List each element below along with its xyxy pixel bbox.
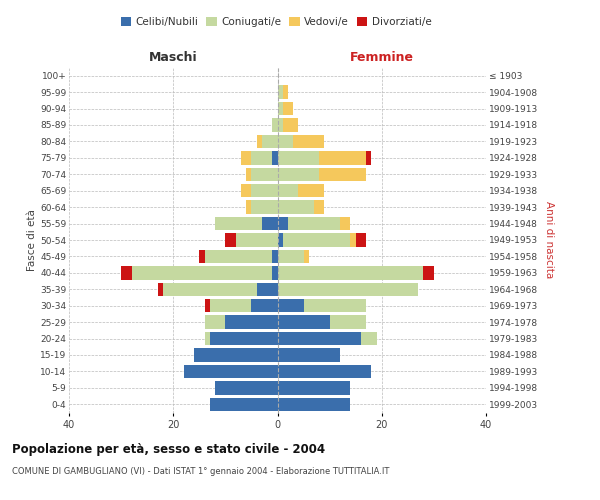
Bar <box>277 217 288 230</box>
Text: COMUNE DI GAMBUGLIANO (VI) - Dati ISTAT 1° gennaio 2004 - Elaborazione TUTTITALI: COMUNE DI GAMBUGLIANO (VI) - Dati ISTAT … <box>12 468 389 476</box>
Bar <box>277 86 283 99</box>
Bar <box>277 234 283 246</box>
Bar <box>277 168 319 181</box>
Bar <box>241 184 251 198</box>
Bar <box>236 234 277 246</box>
Bar <box>288 217 340 230</box>
Bar <box>361 332 377 345</box>
Bar <box>277 282 418 296</box>
Y-axis label: Fasce di età: Fasce di età <box>27 209 37 271</box>
Bar <box>251 200 277 214</box>
Bar <box>251 151 272 164</box>
Bar <box>272 151 277 164</box>
Bar <box>257 282 277 296</box>
Bar <box>251 184 277 198</box>
Text: Femmine: Femmine <box>350 51 414 64</box>
Bar <box>163 282 257 296</box>
Y-axis label: Anni di nascita: Anni di nascita <box>544 202 554 278</box>
Legend: Celibi/Nubili, Coniugati/e, Vedovi/e, Divorziati/e: Celibi/Nubili, Coniugati/e, Vedovi/e, Di… <box>116 12 436 31</box>
Bar <box>262 134 277 148</box>
Bar <box>226 234 236 246</box>
Bar <box>277 316 329 329</box>
Text: Maschi: Maschi <box>149 51 197 64</box>
Bar <box>246 168 251 181</box>
Bar <box>329 316 366 329</box>
Bar <box>277 348 340 362</box>
Bar <box>366 151 371 164</box>
Bar <box>319 168 366 181</box>
Bar <box>298 184 325 198</box>
Bar <box>277 332 361 345</box>
Bar <box>215 217 262 230</box>
Bar <box>424 266 434 280</box>
Bar <box>226 316 277 329</box>
Bar <box>277 250 304 263</box>
Bar <box>210 332 277 345</box>
Bar <box>205 332 210 345</box>
Bar <box>205 299 210 312</box>
Bar <box>277 102 283 116</box>
Bar <box>241 151 251 164</box>
Bar <box>262 217 277 230</box>
Bar <box>215 381 277 394</box>
Text: Popolazione per età, sesso e stato civile - 2004: Popolazione per età, sesso e stato civil… <box>12 442 325 456</box>
Bar <box>277 200 314 214</box>
Bar <box>272 250 277 263</box>
Bar <box>283 86 288 99</box>
Bar <box>257 134 262 148</box>
Bar <box>277 299 304 312</box>
Bar <box>356 234 366 246</box>
Bar <box>194 348 277 362</box>
Bar <box>283 234 350 246</box>
Bar <box>277 398 350 411</box>
Bar <box>277 184 298 198</box>
Bar <box>277 134 293 148</box>
Bar <box>283 102 293 116</box>
Bar <box>277 364 371 378</box>
Bar <box>277 266 424 280</box>
Bar <box>199 250 205 263</box>
Bar <box>277 118 283 132</box>
Bar <box>246 200 251 214</box>
Bar <box>350 234 356 246</box>
Bar <box>304 299 366 312</box>
Bar <box>277 151 319 164</box>
Bar <box>319 151 366 164</box>
Bar <box>340 217 350 230</box>
Bar <box>283 118 298 132</box>
Bar <box>210 299 251 312</box>
Bar <box>277 381 350 394</box>
Bar <box>272 118 277 132</box>
Bar <box>184 364 277 378</box>
Bar <box>251 299 277 312</box>
Bar <box>131 266 272 280</box>
Bar <box>121 266 131 280</box>
Bar <box>251 168 277 181</box>
Bar <box>304 250 309 263</box>
Bar <box>158 282 163 296</box>
Bar <box>205 250 272 263</box>
Bar <box>205 316 226 329</box>
Bar <box>314 200 325 214</box>
Bar <box>272 266 277 280</box>
Bar <box>210 398 277 411</box>
Bar <box>293 134 325 148</box>
